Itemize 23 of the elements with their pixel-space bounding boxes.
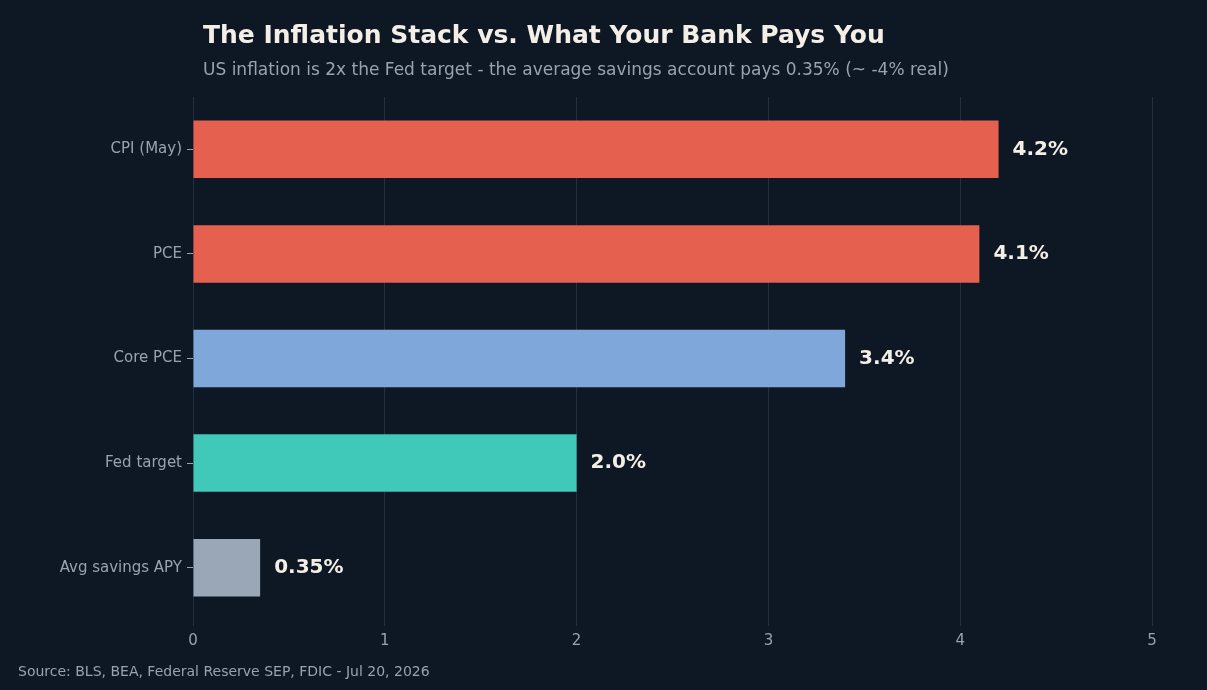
x-tick-label: 0 [188,630,198,649]
bar [193,329,846,388]
x-tick-label: 2 [571,630,582,649]
data-label: 4.2% [1012,135,1069,160]
bar [193,434,577,492]
y-tick-label: Avg savings APY [59,557,183,576]
data-label: 2.0% [590,449,647,474]
y-tick-label: PCE [153,243,182,262]
chart-title: The Inflation Stack vs. What Your Bank Pays You [203,19,885,49]
y-tick-label: Fed target [105,452,183,471]
data-label: 3.4% [859,344,915,369]
chart-subtitle: US inflation is 2x the Fed target - the average savings account pays 0.35% (~ -4% real) [203,59,949,80]
x-tick-label: 3 [763,630,774,649]
x-tick-label: 1 [380,630,390,649]
bar [193,225,980,283]
data-label: 4.1% [993,240,1049,265]
bar [193,120,999,179]
x-tick-label: 5 [1147,630,1157,649]
y-tick-label: Core PCE [113,348,182,367]
source-note: Source: BLS, BEA, Federal Reserve SEP, FDIC - Jul 20, 2026 [18,662,430,679]
y-tick-label: CPI (May) [110,139,182,158]
x-tick-label: 4 [955,630,965,649]
data-label: 0.35% [274,553,344,578]
